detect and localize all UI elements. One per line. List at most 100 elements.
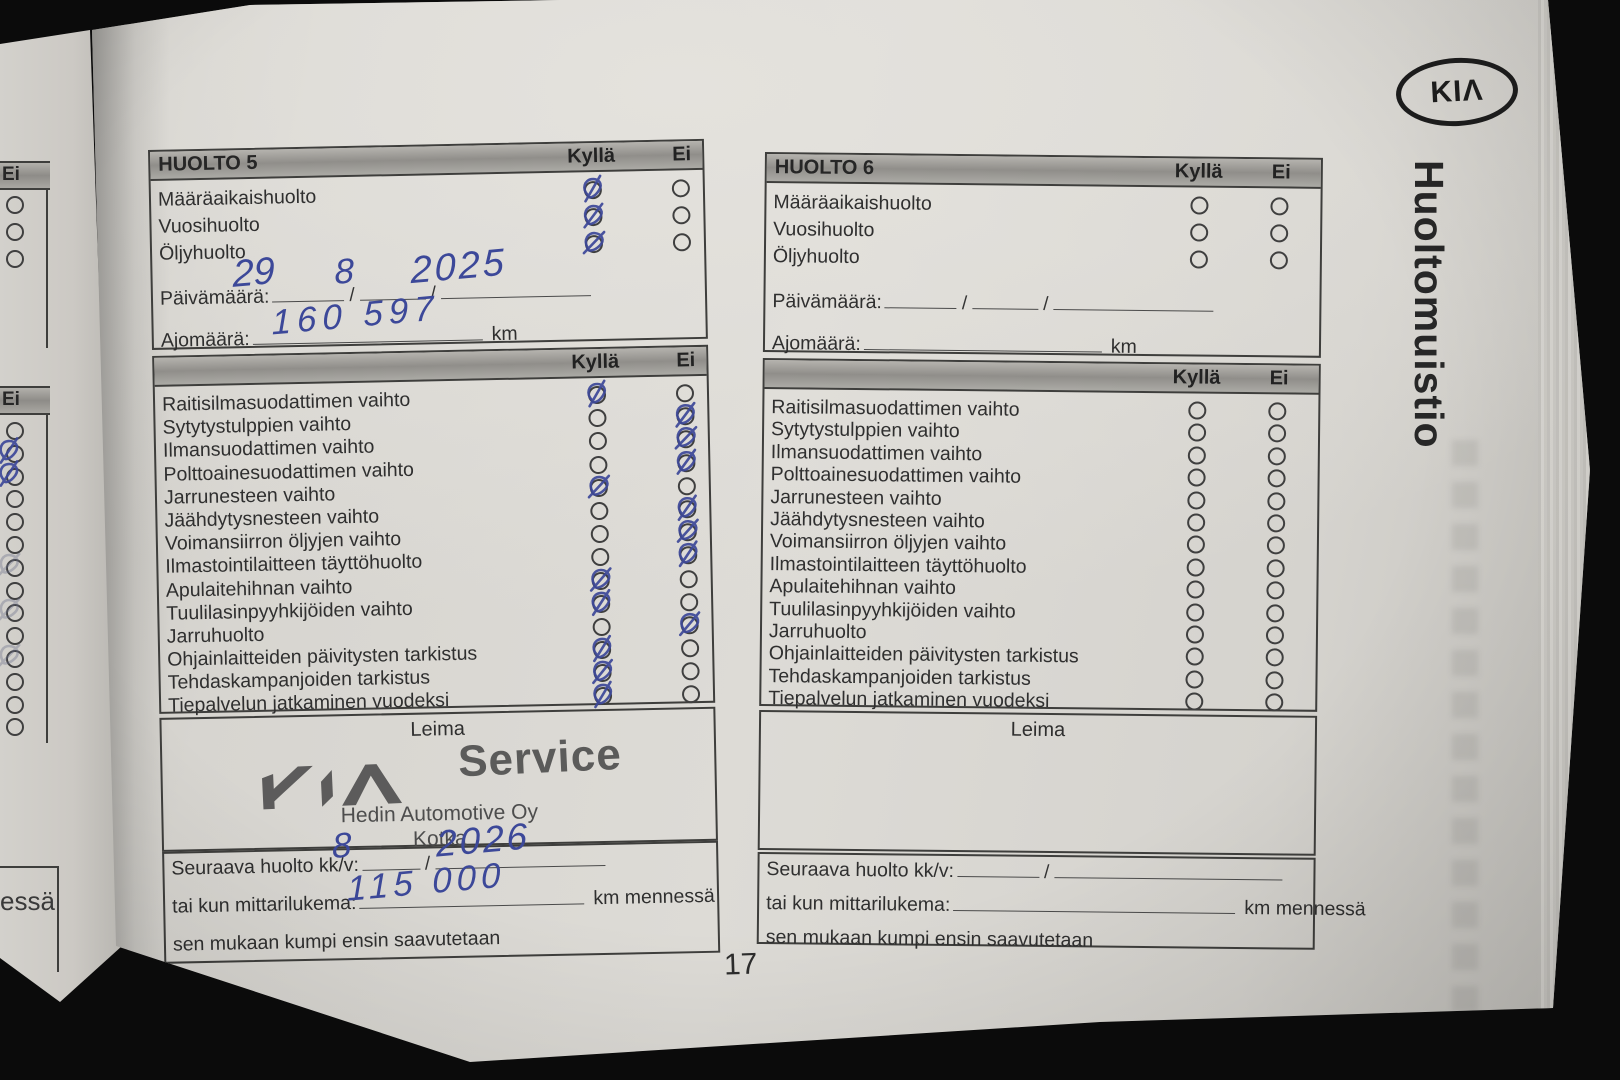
next-service-box: Seuraava huolto kk/v: / tai kun mittarilu… [756,851,1366,951]
checkbox-circle [6,604,24,623]
checkbox-circle [1186,602,1205,622]
kylla-checkbox [1187,446,1206,465]
checkbox-circle [1265,626,1285,645]
service-item-row: Tuulilasinpyyhkijöiden vaihto [159,588,711,624]
checkbox-circle [1265,693,1284,712]
service-item-row: Määräaikaishuolto [151,174,703,215]
pen-check-mark [583,202,604,229]
service-item-row: Jarrunesteen vaihto [157,474,709,509]
kylla-checkbox [592,659,614,685]
previous-page-checkboxes [0,194,30,275]
pen-check-mark [675,401,696,428]
checkbox-circle [681,685,701,704]
checkbox-circle [1190,196,1209,215]
ei-checkbox [678,540,698,568]
pen-check-mark [589,566,612,592]
pen-check-mark [678,611,701,637]
ei-checkbox [679,569,698,588]
pen-check-mark [678,540,698,568]
kia-logo-text: KIΛ [1429,73,1485,110]
item-label: Tiepalvelun jatkaminen vuodeksi [768,687,1050,713]
blank-line [953,894,1236,914]
item-label: Jarruhuolto [768,619,867,643]
ei-checkbox [678,611,701,637]
item-label: Määräaikaishuolto [157,185,317,211]
checkbox-circle [6,250,24,268]
page-stack-edge [1538,0,1590,1012]
kylla-column-header: Kyllä [1174,160,1223,183]
checkbox-circle [6,558,24,577]
blank-line [956,860,1040,878]
kylla-checkbox [592,634,612,663]
handwritten-month: 8 [334,251,355,293]
kylla-checkbox [590,501,609,521]
section-title: HUOLTO 6 [774,156,875,180]
checkbox-circle [0,671,30,694]
section-title: HUOLTO 5 [158,151,258,176]
checkbox-circle [590,524,609,544]
next-service-odometer-field: tai kun mittarilukema: km mennessä [759,888,1366,928]
ei-column-label: Ei [2,389,20,410]
checkbox-circle [1270,224,1289,243]
checkbox-circle [1267,491,1286,511]
odometer-label: tai kun mittarilukema: [171,891,357,918]
ei-checkbox [677,494,697,521]
pen-check-mark [587,379,607,408]
checkbox-circle [0,580,30,603]
checkbox-circle [6,627,24,646]
checkbox-circle [0,643,30,671]
ei-checkbox [1267,491,1286,511]
checkbox-circle [0,459,30,489]
table-border [57,866,59,972]
checkbox-circle [6,718,24,737]
checkbox-circle [1267,514,1286,533]
kylla-checkbox [1189,250,1208,269]
pen-check-mark [0,436,19,464]
pen-check-mark [676,448,697,475]
kylla-checkbox [1185,692,1204,711]
pen-check-mark [677,494,697,521]
checkbox-circle [1186,558,1205,577]
checkbox-circle [0,221,30,248]
checkbox-circle [0,552,30,580]
checkbox-circle [1267,424,1287,443]
kylla-checkbox [587,379,607,408]
service-item-row: Ohjainlaitteiden päivitysten tarkistus [160,634,712,671]
service-item-row: Jarruhuolto [160,611,712,648]
checkbox-circle [1267,469,1286,488]
checkbox-circle [1185,692,1204,711]
ei-checkbox [1267,424,1287,443]
blank-line [1053,293,1214,312]
checkbox-circle [1188,401,1207,420]
checkbox-circle [6,672,24,691]
service-item-row: Raitisilmasuodattimen vaihto [155,379,707,416]
kylla-checkbox [1186,535,1206,554]
pen-check-mark [676,518,699,544]
checkbox-circle [6,513,24,532]
ei-checkbox [1267,469,1286,488]
table-border [46,413,48,743]
ei-checkbox [1267,447,1286,466]
ei-checkbox [681,662,700,681]
checkbox-circle [0,488,30,511]
ei-checkbox [1265,626,1285,645]
ei-checkbox [1270,197,1289,216]
checkbox-circle [1187,491,1206,510]
ei-checkbox [672,206,691,225]
checkbox-circle [1185,670,1204,689]
checkbox-circle [1190,223,1209,242]
checkbox-circle [1265,670,1284,690]
km-mennessa-unit: km mennessä [1244,897,1366,921]
stamp-box: Leima Service Hedin Automotive Oy Kotka [159,706,718,852]
kylla-checkbox [1186,602,1205,622]
checkbox-circle [1185,647,1204,666]
slash: / [961,293,968,315]
checkbox-circle [6,490,24,509]
checkbox-circle [588,432,608,451]
kylla-checkbox [1185,670,1204,689]
previous-page-text-fragment: essä [0,886,55,916]
km-unit: km [1110,335,1137,358]
kylla-checkbox [1187,491,1206,510]
checkbox-circle [1185,625,1205,644]
service-item-row: Ilmansuodattimen vaihto [156,426,708,462]
